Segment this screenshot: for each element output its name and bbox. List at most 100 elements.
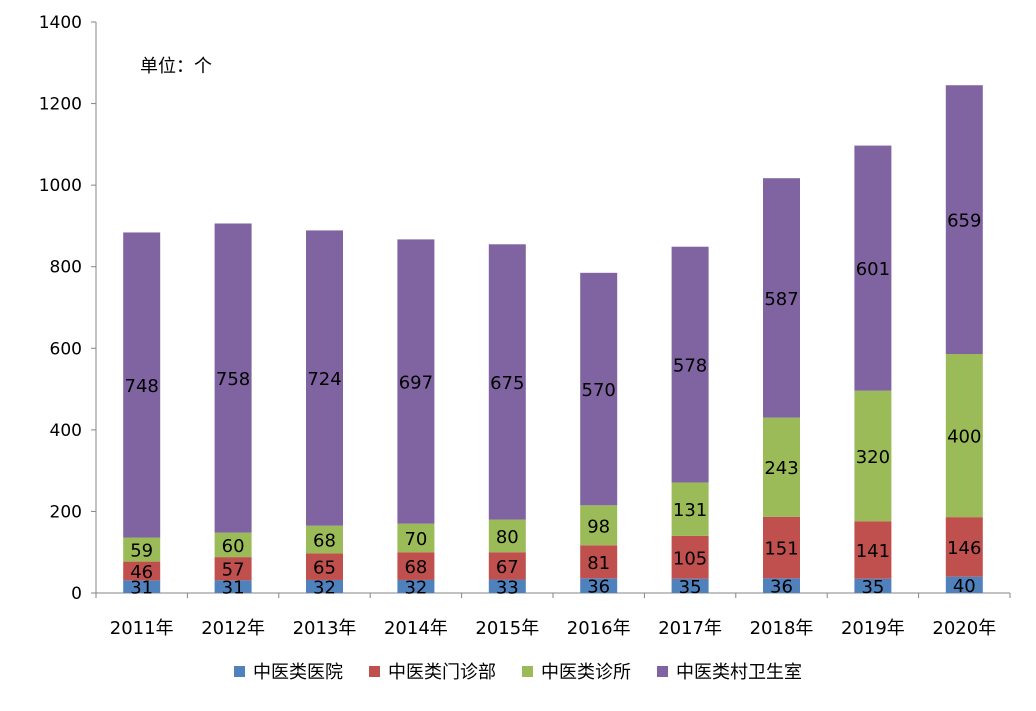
bar-segment-2 bbox=[671, 535, 709, 579]
bars: 3146597483157607583265687243268706973367… bbox=[123, 85, 983, 599]
y-tick-label: 200 bbox=[50, 502, 82, 522]
bar-segment-2 bbox=[214, 557, 252, 581]
data-label: 578 bbox=[673, 356, 707, 377]
bar-segment-3 bbox=[945, 353, 983, 518]
x-axis: 2011年 2012年 2013年 2014年 2015年 2016年 2017年 2018年… bbox=[95, 592, 1011, 639]
bar-segment-4 bbox=[397, 239, 435, 524]
bar-segment-1 bbox=[763, 578, 800, 593]
data-label: 36 bbox=[770, 577, 793, 598]
bar-segment-4 bbox=[854, 145, 892, 391]
bar-segment-1 bbox=[945, 576, 983, 593]
y-axis: 0 200 400 600 800 1000 1200 1400 bbox=[39, 13, 97, 604]
data-label: 31 bbox=[130, 578, 153, 599]
data-label: 105 bbox=[673, 548, 707, 569]
legend-label: 中医类医院 bbox=[253, 662, 343, 683]
y-tick-label: 1200 bbox=[39, 95, 82, 115]
y-tick-label: 600 bbox=[50, 339, 82, 359]
legend-label: 中医类村卫生室 bbox=[676, 662, 802, 683]
data-label: 35 bbox=[679, 577, 702, 598]
bar-segment-4 bbox=[214, 223, 252, 533]
bar-segment-2 bbox=[580, 545, 618, 579]
data-label: 141 bbox=[856, 541, 890, 562]
bar-segment-1 bbox=[671, 578, 709, 593]
legend-item: 中医类诊所 bbox=[522, 658, 631, 684]
data-label: 67 bbox=[496, 557, 519, 578]
bar-segment-4 bbox=[580, 272, 618, 506]
x-tick-label: 2016年 bbox=[567, 618, 631, 639]
legend-swatch bbox=[657, 665, 668, 677]
data-label: 243 bbox=[764, 458, 798, 479]
data-label: 35 bbox=[861, 577, 884, 598]
unit-label: 单位：个 bbox=[140, 56, 212, 77]
bar-segment-2 bbox=[488, 552, 526, 580]
data-label: 320 bbox=[856, 447, 890, 468]
x-tick-label: 2020年 bbox=[932, 618, 996, 639]
data-label: 68 bbox=[404, 557, 427, 578]
bar-segment-3 bbox=[763, 417, 800, 517]
bar-segment-1 bbox=[397, 579, 435, 593]
data-label: 68 bbox=[313, 531, 336, 552]
data-label: 36 bbox=[587, 577, 610, 598]
data-label: 151 bbox=[764, 539, 798, 560]
bar-segment-1 bbox=[123, 580, 161, 593]
data-label: 758 bbox=[216, 369, 250, 390]
data-label: 59 bbox=[130, 541, 153, 562]
x-tick-label: 2015年 bbox=[475, 618, 539, 639]
bar-segment-4 bbox=[945, 85, 983, 354]
bar-segment-4 bbox=[123, 232, 161, 538]
bar-segment-2 bbox=[763, 516, 800, 579]
bar-segment-3 bbox=[488, 519, 526, 553]
data-label: 81 bbox=[587, 553, 610, 574]
data-label: 131 bbox=[673, 500, 707, 521]
data-label: 33 bbox=[496, 577, 519, 598]
legend-item: 中医类医院 bbox=[234, 658, 343, 684]
data-label: 400 bbox=[947, 427, 981, 448]
bar-segment-1 bbox=[214, 580, 252, 593]
x-tick-label: 2013年 bbox=[293, 618, 357, 639]
data-label: 724 bbox=[307, 369, 341, 390]
data-label: 31 bbox=[222, 578, 245, 599]
legend-item: 中医类门诊部 bbox=[369, 658, 496, 684]
data-label: 587 bbox=[764, 289, 798, 310]
bar-segment-3 bbox=[580, 505, 618, 546]
bar-segment-2 bbox=[123, 561, 161, 581]
x-tick-label: 2019年 bbox=[841, 618, 905, 639]
data-label: 32 bbox=[313, 577, 336, 598]
y-tick-label: 800 bbox=[50, 258, 82, 278]
x-tick-label: 2017年 bbox=[658, 618, 722, 639]
data-label: 98 bbox=[587, 516, 610, 537]
bar-segment-3 bbox=[214, 532, 252, 558]
data-label: 697 bbox=[399, 373, 433, 394]
bar-segment-1 bbox=[488, 579, 526, 593]
data-label: 65 bbox=[313, 558, 336, 579]
bar-segment-2 bbox=[854, 521, 892, 579]
data-label: 70 bbox=[404, 529, 427, 550]
bar-segment-4 bbox=[488, 244, 526, 520]
data-label: 32 bbox=[404, 577, 427, 598]
bar-segment-3 bbox=[671, 482, 709, 536]
x-tick-label: 2012年 bbox=[201, 618, 265, 639]
data-label: 146 bbox=[947, 538, 981, 559]
bar-segment-3 bbox=[854, 390, 892, 522]
bar-segment-2 bbox=[945, 517, 983, 577]
y-tick-label: 1400 bbox=[39, 13, 82, 33]
y-tick-label: 0 bbox=[71, 584, 82, 604]
x-tick-label: 2014年 bbox=[384, 618, 448, 639]
data-label: 659 bbox=[947, 211, 981, 232]
bar-segment-3 bbox=[306, 525, 343, 554]
bar-segment-3 bbox=[123, 537, 161, 562]
data-label: 570 bbox=[582, 380, 616, 401]
data-label: 601 bbox=[856, 259, 890, 280]
data-label: 40 bbox=[953, 576, 976, 597]
legend-swatch bbox=[522, 665, 533, 677]
bar-segment-1 bbox=[306, 579, 343, 593]
legend-item: 中医类村卫生室 bbox=[657, 658, 802, 684]
bar-segment-3 bbox=[397, 523, 435, 553]
stacked-bar-chart: 0 200 400 600 800 1000 1200 1400 2011年 2012年 2013… bbox=[39, 13, 1011, 639]
bar-segment-4 bbox=[763, 178, 800, 418]
legend-label: 中医类诊所 bbox=[541, 662, 631, 683]
data-label: 60 bbox=[222, 536, 245, 557]
x-tick-label: 2018年 bbox=[750, 618, 814, 639]
x-tick-label: 2011年 bbox=[110, 618, 174, 639]
bar-segment-2 bbox=[306, 553, 343, 580]
